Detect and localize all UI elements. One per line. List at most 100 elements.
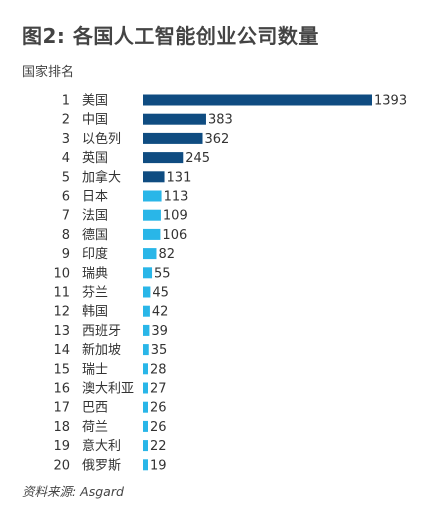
- bar-row: 6 日本 113: [62, 190, 189, 205]
- source-note: 资料来源: Asgard: [22, 484, 124, 499]
- bar-row: 19 意大利 22: [53, 438, 166, 454]
- rank-label: 16: [53, 382, 70, 397]
- bar: [143, 152, 184, 164]
- bar: [143, 190, 162, 202]
- rank-label: 13: [53, 324, 70, 339]
- bar: [143, 305, 150, 317]
- value-label: 55: [154, 266, 171, 281]
- bar-row: 1 美国 1393: [62, 94, 407, 109]
- bar: [143, 344, 149, 356]
- bar-row: 11 芬兰 45: [53, 286, 168, 301]
- bar: [143, 94, 372, 106]
- value-label: 82: [158, 247, 175, 262]
- rank-label: 3: [62, 132, 70, 147]
- value-label: 45: [152, 286, 169, 301]
- country-label: 西班牙: [82, 324, 121, 339]
- bar: [143, 420, 148, 432]
- bar: [143, 228, 161, 240]
- bar: [143, 382, 148, 394]
- value-label: 362: [205, 132, 230, 147]
- rank-label: 18: [53, 420, 70, 435]
- value-label: 42: [152, 305, 169, 320]
- rank-label: 1: [62, 94, 70, 109]
- rank-label: 17: [53, 401, 70, 416]
- bar-row: 4 英国 245: [62, 151, 210, 166]
- country-label: 日本: [82, 190, 108, 205]
- rank-label: 4: [62, 151, 70, 166]
- rank-label: 10: [53, 266, 70, 281]
- value-label: 245: [185, 151, 210, 166]
- rank-label: 2: [62, 113, 70, 128]
- bar: [143, 286, 151, 298]
- country-label: 以色列: [82, 131, 121, 147]
- rank-label: 7: [62, 209, 70, 224]
- bar-row: 7 法国 109: [62, 209, 188, 224]
- bar-row: 16 澳大利亚 27: [53, 381, 166, 397]
- country-label: 新加坡: [82, 342, 121, 358]
- bar-row: 9 印度 82: [62, 246, 175, 262]
- rank-label: 8: [62, 228, 70, 243]
- value-label: 26: [150, 420, 167, 435]
- bar-row: 17 巴西 26: [53, 401, 166, 416]
- bar: [143, 113, 206, 125]
- rank-label: 5: [62, 170, 70, 185]
- bar: [143, 267, 153, 279]
- bar-row: 3 以色列 362: [62, 131, 230, 147]
- country-label: 瑞典: [82, 266, 108, 281]
- bar: [143, 459, 148, 471]
- rank-label: 12: [53, 305, 70, 320]
- value-label: 35: [151, 343, 168, 358]
- bar-row: 20 俄罗斯 19: [53, 458, 166, 473]
- country-label: 澳大利亚: [82, 381, 134, 397]
- country-label: 巴西: [82, 401, 108, 416]
- value-label: 1393: [374, 94, 407, 109]
- bar: [143, 440, 148, 452]
- bar-row: 10 瑞典 55: [53, 266, 170, 281]
- value-label: 113: [164, 190, 189, 205]
- bar-row: 14 新加坡 35: [53, 342, 167, 358]
- bar: [143, 401, 148, 413]
- rank-label: 14: [53, 343, 70, 358]
- bar-row: 2 中国 383: [62, 113, 233, 128]
- value-label: 27: [150, 382, 167, 397]
- value-label: 39: [151, 324, 168, 339]
- rank-label: 11: [53, 286, 70, 301]
- country-label: 中国: [82, 113, 108, 128]
- bar-row: 8 德国 106: [62, 228, 188, 243]
- country-label: 美国: [82, 94, 108, 109]
- country-label: 韩国: [82, 305, 108, 320]
- bar: [143, 171, 165, 183]
- country-label: 德国: [82, 228, 108, 243]
- value-label: 19: [150, 458, 167, 473]
- bar: [143, 324, 150, 336]
- value-label: 109: [163, 209, 188, 224]
- country-label: 法国: [82, 209, 108, 224]
- country-label: 印度: [82, 246, 108, 262]
- bar-row: 5 加拿大 131: [62, 169, 192, 185]
- bar: [143, 132, 203, 144]
- bar: [143, 209, 161, 221]
- bar-row: 18 荷兰 26: [53, 420, 166, 435]
- bar-row: 15 瑞士 28: [53, 362, 166, 377]
- country-label: 意大利: [82, 438, 121, 454]
- rank-label: 15: [53, 362, 70, 377]
- rank-label: 19: [53, 439, 70, 454]
- rank-label: 6: [62, 190, 70, 205]
- value-label: 26: [150, 401, 167, 416]
- rank-label: 20: [53, 458, 70, 473]
- country-label: 加拿大: [82, 169, 121, 185]
- chart-title: 图2: 各国人工智能创业公司数量: [22, 24, 319, 48]
- value-label: 383: [208, 113, 233, 128]
- bar: [143, 363, 148, 375]
- country-label: 芬兰: [82, 286, 108, 301]
- rank-label: 9: [62, 247, 70, 262]
- value-label: 106: [162, 228, 187, 243]
- country-label: 英国: [82, 151, 108, 166]
- country-label: 荷兰: [82, 420, 108, 435]
- chart-subtitle: 国家排名: [22, 65, 75, 80]
- value-label: 131: [167, 170, 192, 185]
- bar: [143, 248, 157, 260]
- country-label: 瑞士: [82, 362, 108, 377]
- bar-row: 12 韩国 42: [53, 305, 168, 320]
